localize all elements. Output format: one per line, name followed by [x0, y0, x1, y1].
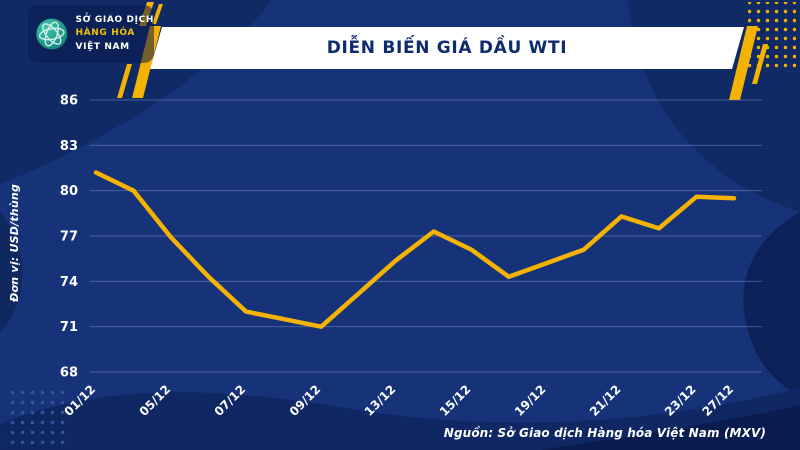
- mxv-logo-text: SỞ GIAO DỊCH HÀNG HÓA VIỆT NAM: [76, 14, 154, 55]
- slash-right: [729, 26, 758, 100]
- mxv-logo-icon: [36, 18, 68, 50]
- wave-bottom: [0, 388, 800, 450]
- halftone-dots-top-right: [748, 2, 796, 68]
- logo-line2: HÀNG HÓA: [75, 28, 136, 39]
- x-tick-label: 09/12: [287, 382, 324, 419]
- swoosh-left: [0, 212, 23, 332]
- title-banner: DIỄN BIẾN GIÁ DẦU WTI: [150, 27, 744, 69]
- x-tick-label: 23/12: [662, 382, 699, 419]
- source-credit: Nguồn: Sở Giao dịch Hàng hóa Việt Nam (M…: [443, 426, 766, 440]
- x-tick-label: 27/12: [700, 382, 737, 419]
- y-axis-unit-label: Đơn vị: USD/thùng: [8, 183, 21, 302]
- logo-line3: VIỆT NAM: [75, 41, 130, 52]
- swoosh-right: [743, 212, 800, 396]
- x-tick-label: 05/12: [137, 382, 174, 419]
- y-tick-label: 86: [60, 94, 78, 109]
- x-tick-label: 15/12: [437, 382, 474, 419]
- wave-bottom-right: [540, 405, 800, 450]
- y-tick-label: 68: [60, 366, 78, 381]
- wti-price-line: [93, 170, 737, 329]
- x-tick-label: 21/12: [587, 382, 624, 419]
- y-tick-label: 77: [60, 230, 78, 245]
- y-tick-label: 74: [60, 275, 78, 290]
- y-tick-label: 71: [60, 320, 78, 335]
- halftone-dots-bottom-left: [4, 386, 68, 444]
- x-tick-label: 07/12: [212, 382, 249, 419]
- slash-right-thin: [752, 44, 768, 84]
- y-tick-label: 83: [60, 139, 78, 154]
- slash-top-corner-thin: [152, 4, 163, 24]
- mxv-logo: SỞ GIAO DỊCH HÀNG HÓA VIỆT NAM: [28, 5, 154, 63]
- slash-left-thin: [117, 64, 132, 98]
- wti-line-chart: 68 71 74 77 80 83 86 01/12 05/12 07/12 09/12 13/12 1…: [60, 94, 762, 419]
- x-tick-label: 01/12: [62, 382, 99, 419]
- y-tick-label: 80: [60, 184, 78, 199]
- page-title: DIỄN BIẾN GIÁ DẦU WTI: [326, 38, 568, 58]
- x-tick-label: 13/12: [362, 382, 399, 419]
- x-tick-label: 19/12: [512, 382, 549, 419]
- logo-line1: SỞ GIAO DỊCH: [75, 14, 154, 25]
